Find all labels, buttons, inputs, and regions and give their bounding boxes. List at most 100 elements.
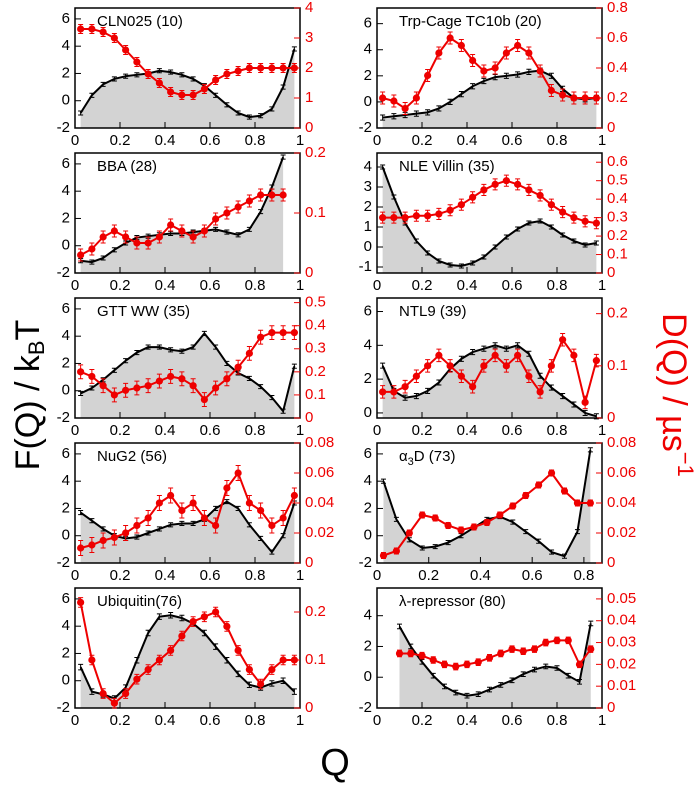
y2-tick-label: 0.2 xyxy=(607,227,628,244)
error-bar xyxy=(413,392,419,400)
y2-label-sup: −1 xyxy=(673,452,698,477)
diffusion-point xyxy=(502,177,510,185)
diffusion-point xyxy=(592,219,600,227)
diffusion-point xyxy=(245,64,253,72)
x-tick-label: 0.4 xyxy=(155,277,176,294)
x-tick-label: 1 xyxy=(296,422,304,439)
diffusion-point xyxy=(257,333,265,341)
diffusion-point xyxy=(234,203,242,211)
diffusion-point xyxy=(564,636,572,644)
y2-tick-label: 0.2 xyxy=(305,363,326,380)
x-tick-label: 0.2 xyxy=(412,422,433,439)
diffusion-point xyxy=(592,94,600,102)
error-bar xyxy=(503,72,509,79)
error-bar xyxy=(78,390,84,396)
diffusion-point xyxy=(155,656,163,664)
error-bar xyxy=(246,522,252,528)
diffusion-point xyxy=(110,699,118,707)
diffusion-point xyxy=(559,336,567,344)
diffusion-point xyxy=(412,372,420,380)
diffusion-point xyxy=(469,56,477,65)
diffusion-point xyxy=(200,395,208,404)
x-tick-label: 0.8 xyxy=(547,712,568,729)
diffusion-point xyxy=(245,499,253,507)
x-tick-label: 0 xyxy=(373,277,381,294)
diffusion-point xyxy=(379,214,387,222)
error-bar xyxy=(523,529,529,535)
x-tick-label: 0.8 xyxy=(245,422,266,439)
x-tick-label: 0.8 xyxy=(547,277,568,294)
error-bar xyxy=(258,113,264,119)
y-tick-label: 4 xyxy=(62,327,70,344)
error-bar xyxy=(123,73,129,79)
diffusion-point xyxy=(155,499,163,507)
y-tick-label: -2 xyxy=(57,119,70,136)
y2-tick-label: 0.04 xyxy=(305,494,334,511)
diffusion-point xyxy=(88,372,96,381)
x-tick-label: 0.4 xyxy=(155,567,176,584)
error-bar xyxy=(470,260,476,266)
diffusion-point xyxy=(88,541,96,549)
diffusion-point xyxy=(480,67,488,75)
x-tick-label: 0.2 xyxy=(110,712,131,729)
error-bar xyxy=(258,384,264,390)
diffusion-point xyxy=(268,666,276,674)
error-bar xyxy=(393,516,399,522)
y-tick-label: 6 xyxy=(62,590,70,607)
diffusion-point xyxy=(99,233,107,241)
error-bar xyxy=(509,677,515,684)
x-tick-label: 0.8 xyxy=(245,712,266,729)
diffusion-point xyxy=(110,227,118,235)
y-tick-label: 6 xyxy=(364,302,372,319)
y2-tick-label: 0.3 xyxy=(305,340,326,357)
diffusion-point xyxy=(581,398,589,406)
panel-title: Ubiquitin(76) xyxy=(97,593,182,610)
error-bar xyxy=(111,247,117,253)
error-bar xyxy=(458,533,464,539)
x-tick-label: 0.2 xyxy=(110,422,131,439)
y2-tick-label: 0.5 xyxy=(607,172,628,189)
diffusion-point xyxy=(407,649,415,658)
x-tick-label: 0 xyxy=(373,132,381,149)
y2-tick-label: 0.02 xyxy=(607,655,636,672)
error-bar xyxy=(280,408,286,414)
error-bar xyxy=(213,226,219,232)
free-energy-area xyxy=(80,615,295,708)
x-tick-label: 0.2 xyxy=(412,277,433,294)
diffusion-point xyxy=(401,104,409,113)
y-tick-label: 0 xyxy=(364,527,372,544)
error-bar xyxy=(179,520,185,526)
diffusion-point xyxy=(77,25,85,33)
x-tick-label: 1 xyxy=(296,132,304,149)
diffusion-point xyxy=(77,598,85,607)
x-tick-label: 0 xyxy=(71,422,79,439)
x-tick-label: 0.8 xyxy=(245,277,266,294)
diffusion-point xyxy=(223,484,231,492)
diffusion-point xyxy=(77,544,85,552)
x-tick-label: 0.4 xyxy=(155,132,176,149)
error-bar xyxy=(89,518,95,524)
y-tick-label: 4 xyxy=(364,336,372,353)
y2-tick-label: 0.8 xyxy=(607,0,628,16)
diffusion-point xyxy=(560,487,569,495)
error-bar xyxy=(425,387,431,394)
diffusion-point xyxy=(547,362,555,370)
diffusion-point xyxy=(234,469,242,477)
diffusion-point xyxy=(122,46,130,54)
diffusion-point xyxy=(88,656,96,664)
diffusion-point xyxy=(268,329,276,337)
error-bar xyxy=(442,683,447,690)
error-bar xyxy=(574,529,580,535)
error-bar xyxy=(235,232,241,238)
error-bar xyxy=(280,154,286,160)
diffusion-point xyxy=(178,375,186,383)
diffusion-point xyxy=(559,208,567,216)
x-tick-label: 0.2 xyxy=(110,277,131,294)
x-tick-label: 0.2 xyxy=(418,567,439,584)
diffusion-point xyxy=(110,34,118,42)
x-tick-label: 0 xyxy=(71,132,79,149)
error-bar xyxy=(134,72,140,78)
x-tick-label: 0.8 xyxy=(573,567,594,584)
error-bar xyxy=(588,620,594,627)
error-bar xyxy=(168,69,174,75)
